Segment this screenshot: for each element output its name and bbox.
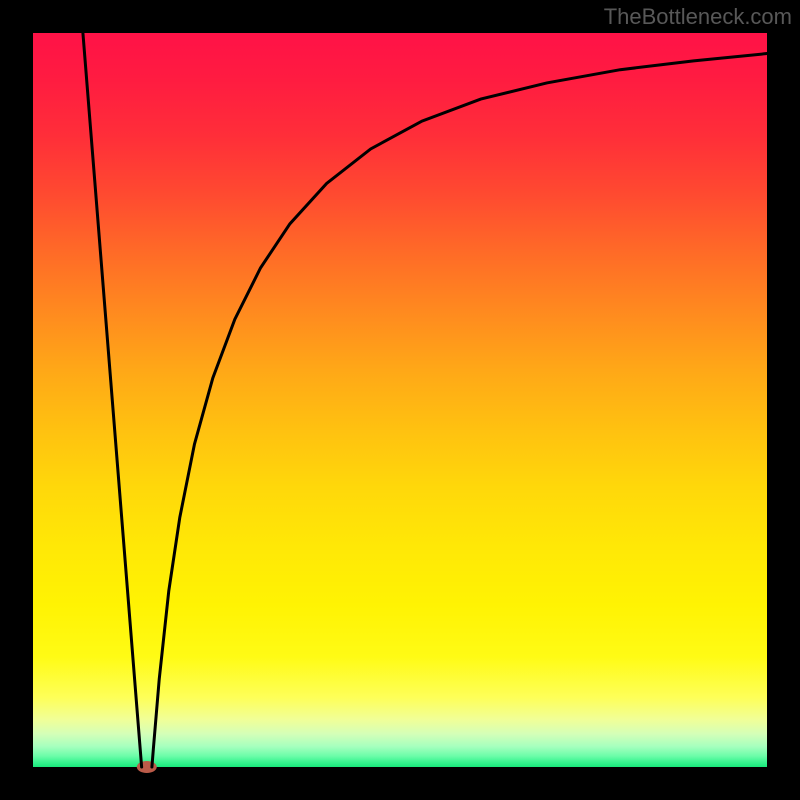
plot-background — [33, 33, 767, 767]
chart-root: TheBottleneck.com — [0, 0, 800, 800]
bottleneck-marker — [137, 761, 157, 773]
chart-svg — [0, 0, 800, 800]
watermark-text: TheBottleneck.com — [604, 4, 792, 30]
